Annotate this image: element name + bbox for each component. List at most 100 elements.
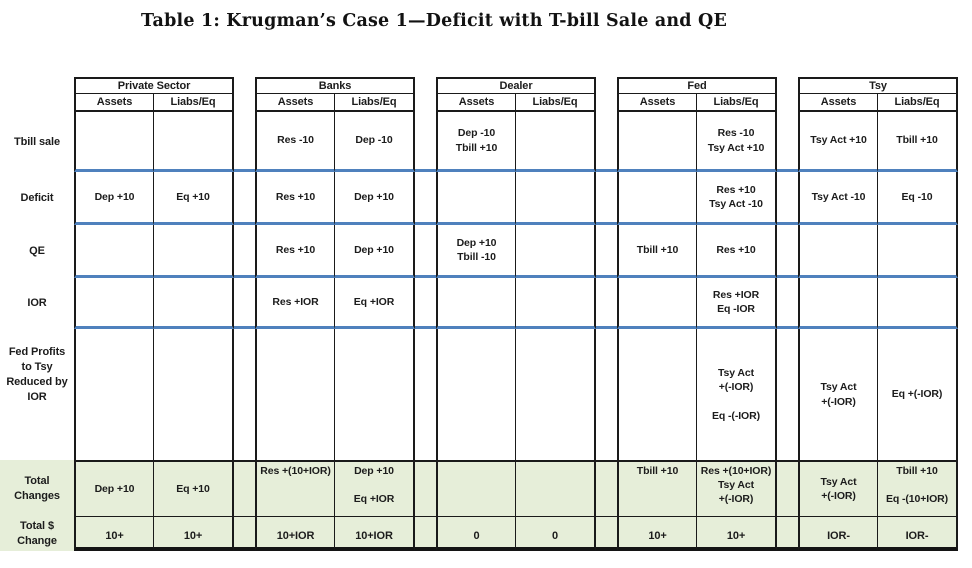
cell: 10+IOR (255, 517, 335, 551)
gap (415, 517, 436, 551)
cell (154, 329, 234, 460)
gap (415, 94, 436, 112)
cell: Dep +10 (335, 225, 415, 278)
row-label: QE (29, 245, 45, 258)
cell: Res -10 (255, 112, 335, 172)
gap (777, 460, 798, 517)
cell (516, 278, 596, 329)
cell (74, 112, 154, 172)
gap (415, 112, 436, 172)
cell (74, 278, 154, 329)
cell (878, 225, 958, 278)
cell: Res +(10+IOR) (255, 460, 335, 517)
gap (596, 460, 617, 517)
table-title: Table 1: Krugman’s Case 1—Deficit with T… (140, 11, 728, 31)
cell: Res -10 Tsy Act +10 (697, 112, 777, 172)
gap (234, 329, 255, 460)
col-header-assets: Assets (74, 94, 154, 112)
cell: 10+IOR (335, 517, 415, 551)
cell: IOR- (878, 517, 958, 551)
gap (234, 278, 255, 329)
cell (335, 329, 415, 460)
cell (617, 172, 697, 225)
cell (154, 112, 234, 172)
gap (234, 112, 255, 172)
gap (777, 112, 798, 172)
cell: 0 (516, 517, 596, 551)
gap (415, 172, 436, 225)
gap (596, 94, 617, 112)
gap (777, 172, 798, 225)
gap (234, 460, 255, 517)
cell: Res +10 (255, 172, 335, 225)
cell: Dep +10 (74, 460, 154, 517)
cell: Tbill +10 (617, 460, 697, 517)
col-header-assets: Assets (798, 94, 878, 112)
row-label: Deficit (20, 192, 54, 205)
cell: Tsy Act +(-IOR) (798, 460, 878, 517)
cell (798, 278, 878, 329)
cell (516, 112, 596, 172)
gap (596, 112, 617, 172)
cell (436, 278, 516, 329)
cell: Tsy Act -10 (798, 172, 878, 225)
cell (617, 112, 697, 172)
cell: Dep +10 (74, 172, 154, 225)
row-label: IOR (27, 297, 47, 310)
cell: Res +10 (697, 225, 777, 278)
corner-spacer (0, 94, 74, 112)
sector-header-dealer: Dealer (436, 77, 596, 94)
cell: Res +(10+IOR) Tsy Act +(-IOR) (697, 460, 777, 517)
col-header-assets: Assets (255, 94, 335, 112)
gap (777, 278, 798, 329)
gap (777, 329, 798, 460)
cell: Res +10 Tsy Act -10 (697, 172, 777, 225)
cell (74, 329, 154, 460)
cell (436, 460, 516, 517)
cell: Tbill +10 (617, 225, 697, 278)
cell (74, 225, 154, 278)
gap (596, 517, 617, 551)
cell: Tsy Act +10 (798, 112, 878, 172)
cell: 10+ (697, 517, 777, 551)
gap (777, 77, 798, 94)
cell (436, 172, 516, 225)
row-label: Fed Profits to Tsy Reduced by IOR (6, 346, 68, 403)
sector-header-fed: Fed (617, 77, 777, 94)
cell (516, 225, 596, 278)
cell: Tbill +10 (878, 112, 958, 172)
gap (234, 94, 255, 112)
cell: 10+ (74, 517, 154, 551)
cell (516, 329, 596, 460)
row-label: Tbill sale (13, 135, 61, 148)
gap (415, 278, 436, 329)
col-header-assets: Assets (617, 94, 697, 112)
col-header-liabs: Liabs/Eq (154, 94, 234, 112)
col-header-liabs: Liabs/Eq (516, 94, 596, 112)
cell: Eq +IOR (335, 278, 415, 329)
cell: Eq +10 (154, 172, 234, 225)
cell: Res +IOR (255, 278, 335, 329)
cell (255, 329, 335, 460)
cell (617, 329, 697, 460)
sector-header-private-sector: Private Sector (74, 77, 234, 94)
row-label: Total Changes (0, 460, 74, 517)
cell: 10+ (617, 517, 697, 551)
col-header-liabs: Liabs/Eq (335, 94, 415, 112)
cell: Tsy Act +(-IOR) Eq -(-IOR) (697, 329, 777, 460)
cell (516, 460, 596, 517)
gap (596, 172, 617, 225)
cell: Eq +10 (154, 460, 234, 517)
cell: Res +10 (255, 225, 335, 278)
sector-header-banks: Banks (255, 77, 415, 94)
cell: Res +IOR Eq -IOR (697, 278, 777, 329)
cell: Eq -10 (878, 172, 958, 225)
gap (415, 460, 436, 517)
gap (777, 517, 798, 551)
cell (154, 225, 234, 278)
col-header-liabs: Liabs/Eq (878, 94, 958, 112)
cell (154, 278, 234, 329)
gap (777, 94, 798, 112)
cell (436, 329, 516, 460)
